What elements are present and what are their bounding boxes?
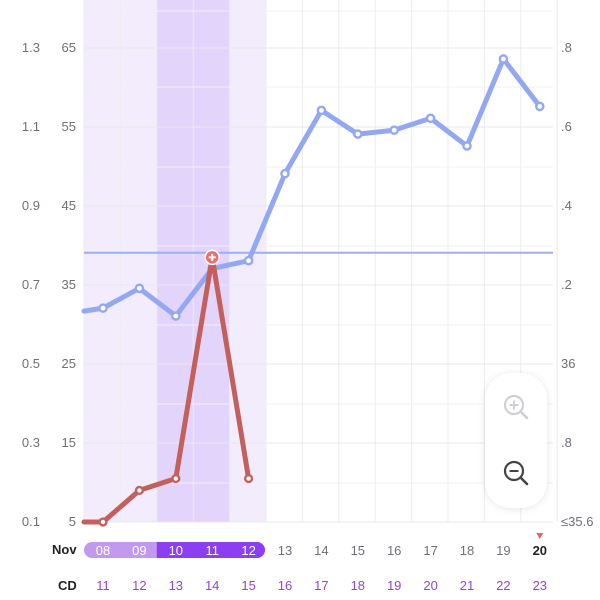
temperature-point-cd-23 bbox=[535, 101, 545, 112]
zoom-out-icon bbox=[503, 460, 529, 486]
left-axis-inner-tick: 65 bbox=[62, 40, 76, 55]
right-axis-tick: .2 bbox=[561, 277, 572, 292]
date-label[interactable]: 11 bbox=[205, 543, 219, 558]
date-label[interactable]: 18 bbox=[460, 543, 474, 558]
cycle-day-label: 13 bbox=[169, 578, 183, 593]
date-label[interactable]: 09 bbox=[132, 543, 146, 558]
temperature-point-cd-15 bbox=[243, 255, 254, 266]
cycle-day-label: 19 bbox=[387, 578, 401, 593]
temperature-point-cd-12 bbox=[134, 283, 145, 294]
cycle-day-label: 20 bbox=[423, 578, 437, 593]
lh-point-cd-13 bbox=[171, 473, 181, 484]
left-axis-inner-tick: 45 bbox=[62, 198, 76, 213]
zoom-in-button[interactable] bbox=[500, 391, 532, 423]
right-axis-tick: .4 bbox=[561, 198, 572, 213]
temperature-point-cd-20 bbox=[425, 113, 436, 124]
date-label[interactable]: 14 bbox=[314, 543, 328, 558]
lh-point-cd-15 bbox=[244, 473, 254, 484]
cycle-day-label: 12 bbox=[132, 578, 146, 593]
left-axis-inner-tick: 35 bbox=[62, 277, 76, 292]
temperature-point-cd-11 bbox=[98, 303, 108, 313]
date-label[interactable]: 19 bbox=[496, 543, 510, 558]
peak-dates-pill-edge bbox=[156, 542, 177, 558]
right-axis-tick: .6 bbox=[561, 119, 572, 134]
date-label[interactable]: 15 bbox=[351, 543, 365, 558]
peak-dates-pill bbox=[156, 542, 265, 558]
right-axis-tick: 36 bbox=[561, 356, 575, 371]
cycle-day-label: 16 bbox=[278, 578, 292, 593]
left-axis-outer-tick: 1.1 bbox=[22, 119, 40, 134]
cycle-day-label: 17 bbox=[314, 578, 328, 593]
left-axis-inner-tick: 15 bbox=[62, 435, 76, 450]
date-label[interactable]: 13 bbox=[278, 543, 292, 558]
right-axis-tick: .8 bbox=[561, 435, 572, 450]
today-marker-icon bbox=[536, 533, 544, 539]
left-axis-inner-tick: 25 bbox=[62, 356, 76, 371]
date-label[interactable]: 08 bbox=[96, 543, 110, 558]
temperature-point-cd-17 bbox=[316, 105, 327, 116]
left-axis-inner-tick: 5 bbox=[69, 514, 76, 529]
lh-peak-marker bbox=[204, 249, 220, 266]
zoom-out-button[interactable] bbox=[500, 457, 532, 489]
left-axis-outer-tick: 1.3 bbox=[22, 40, 40, 55]
cycle-day-label: 22 bbox=[496, 578, 510, 593]
month-label: Nov bbox=[52, 542, 77, 557]
cycle-day-label: 23 bbox=[533, 578, 547, 593]
cycle-day-label: 11 bbox=[96, 578, 110, 593]
temperature-point-cd-18 bbox=[352, 129, 363, 139]
cd-row-label: CD bbox=[58, 578, 77, 593]
date-label[interactable]: 16 bbox=[387, 543, 401, 558]
left-axis-outer-tick: 0.9 bbox=[22, 198, 40, 213]
lh-point-cd-11 bbox=[98, 517, 108, 527]
right-axis-tick: .8 bbox=[561, 40, 572, 55]
lh-point-cd-12 bbox=[134, 485, 145, 496]
temperature-line bbox=[81, 56, 543, 319]
temperature-point-cd-13 bbox=[170, 311, 181, 321]
right-axis-tick: ≤35.6 bbox=[561, 514, 593, 529]
date-label[interactable]: 10 bbox=[169, 543, 183, 558]
zoom-controls bbox=[485, 373, 547, 508]
left-axis-outer-tick: 0.3 bbox=[22, 435, 40, 450]
left-axis-outer-tick: 0.1 bbox=[22, 514, 40, 529]
cycle-day-label: 21 bbox=[460, 578, 474, 593]
temperature-point-cd-22 bbox=[498, 54, 509, 64]
zoom-in-icon bbox=[503, 394, 529, 420]
left-axis-outer-tick: 0.5 bbox=[22, 356, 40, 371]
left-axis-inner-tick: 55 bbox=[62, 119, 76, 134]
date-label[interactable]: 12 bbox=[241, 543, 255, 558]
date-label[interactable]: 17 bbox=[423, 543, 437, 558]
cycle-day-label: 18 bbox=[351, 578, 365, 593]
temperature-point-cd-19 bbox=[389, 125, 400, 135]
temperature-point-cd-16 bbox=[280, 168, 290, 179]
cycle-day-label: 15 bbox=[241, 578, 255, 593]
date-label[interactable]: 20 bbox=[533, 543, 547, 558]
cycle-day-label: 14 bbox=[205, 578, 219, 593]
temperature-point-cd-21 bbox=[462, 141, 472, 151]
left-axis-outer-tick: 0.7 bbox=[22, 277, 40, 292]
